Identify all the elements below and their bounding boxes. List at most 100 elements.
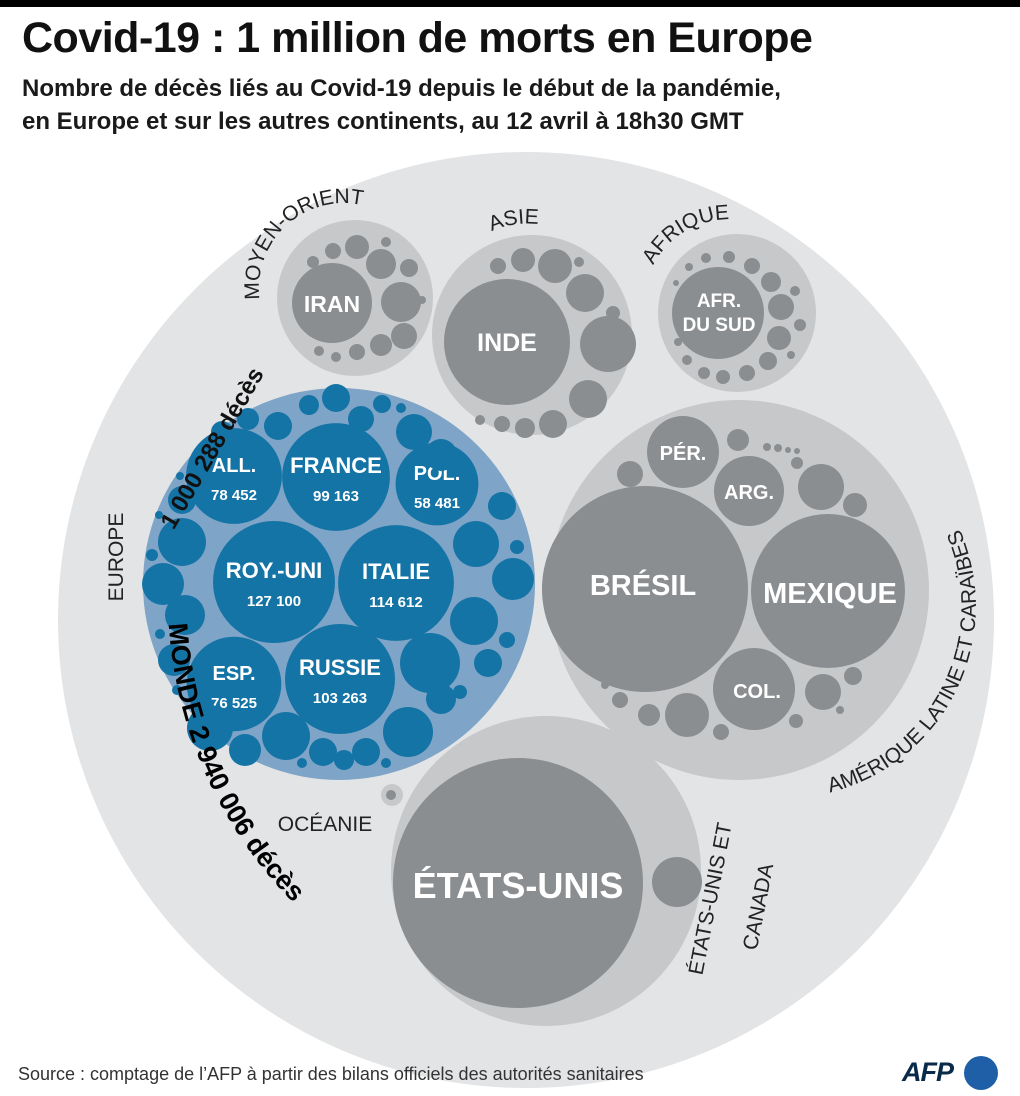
value-roy-uni: 127 100 (247, 593, 301, 610)
bubble-small (314, 346, 324, 356)
bubble-pol (395, 442, 479, 526)
bubble-small (723, 251, 735, 263)
bubble-small (264, 412, 292, 440)
bubble-small (744, 258, 760, 274)
label-iran: IRAN (304, 291, 360, 317)
bubble-small (612, 692, 628, 708)
bubble-small (805, 674, 841, 710)
bubble-small (366, 249, 396, 279)
bubble-small (638, 704, 660, 726)
bubble-small (299, 395, 319, 415)
label-roy-uni: ROY.-UNI (226, 558, 323, 583)
bubble-small (499, 632, 515, 648)
bubble-small (349, 344, 365, 360)
bubble-small (172, 685, 182, 695)
bubble-small (789, 714, 803, 728)
bubble-small (727, 429, 749, 451)
bubble-small (774, 444, 782, 452)
bubble-small (844, 667, 862, 685)
europe-minor-bubbles (142, 384, 534, 770)
bubble-small (649, 488, 661, 500)
bubble-small (334, 750, 354, 770)
bubble-mexique (751, 514, 905, 668)
bubble-small (381, 758, 391, 768)
bubble-small (165, 595, 205, 635)
bubble-argentine (714, 456, 784, 526)
bubble-small (569, 380, 607, 418)
bubble-small (617, 461, 643, 487)
bubble-small (685, 263, 693, 271)
bubble-small (836, 706, 844, 714)
bubble-small (665, 693, 709, 737)
label-russie: RUSSIE (299, 655, 381, 680)
value-france: 99 163 (313, 488, 359, 505)
bubble-small (539, 410, 567, 438)
bubble-afr-du-sud (672, 267, 764, 359)
bubble-small (515, 418, 535, 438)
bubble-iran (292, 263, 372, 343)
bubble-small (456, 483, 466, 493)
bubble-small (761, 272, 781, 292)
value-pol: 58 481 (414, 495, 460, 512)
bubble-small (450, 597, 498, 645)
bubble-small (262, 712, 310, 760)
value-esp: 76 525 (211, 695, 257, 712)
bubble-small (386, 790, 396, 800)
bubble-small (193, 689, 205, 701)
bubble-perou (647, 416, 719, 488)
bubble-russie (285, 624, 395, 734)
bubble-small (211, 421, 233, 443)
bubble-small (383, 707, 433, 757)
subtitle-line-2: en Europe et sur les autres continents, … (22, 108, 744, 135)
bubble-france (282, 423, 390, 531)
bubble-small (158, 518, 206, 566)
label-all: ALL. (212, 455, 256, 477)
bubble-small (785, 447, 791, 453)
bubble-small (682, 355, 692, 365)
label-etats-unis: ÉTATS-UNIS (413, 865, 624, 906)
bubble-small (370, 334, 392, 356)
bubble-etats-unis (393, 758, 643, 1008)
bubble-small (759, 352, 777, 370)
bubble-small (142, 563, 184, 605)
bubble-bresil (542, 486, 748, 692)
bubble-small (391, 323, 417, 349)
label-perou: PÉR. (660, 442, 707, 465)
bubble-small (418, 296, 426, 304)
bubble-small (158, 644, 190, 676)
bubble-small (768, 294, 794, 320)
bubble-small (345, 235, 369, 259)
label-esp: ESP. (213, 663, 256, 685)
bubble-small (698, 367, 710, 379)
bubble-small (713, 724, 729, 740)
label-italie: ITALIE (362, 559, 430, 584)
bubble-small (716, 370, 730, 384)
bubble-small (794, 319, 806, 331)
afp-logo-text: AFP (902, 1057, 954, 1087)
value-russie: 103 263 (313, 690, 367, 707)
bubble-small (494, 416, 510, 432)
bubble-roy-uni (213, 521, 335, 643)
bubble-small (229, 734, 261, 766)
bubble-inde (444, 279, 570, 405)
bubble-small (790, 286, 800, 296)
bubble-small (453, 685, 467, 699)
subtitle-line-1: Nombre de décès liés au Covid-19 depuis … (22, 75, 781, 102)
source-note: Source : comptage de l’AFP à partir des … (18, 1064, 644, 1084)
bubble-small (843, 493, 867, 517)
bubble-small (297, 758, 307, 768)
bubble-small (400, 633, 460, 693)
bubble-small (237, 408, 259, 430)
bubble-small (322, 384, 350, 412)
bubble-small (352, 738, 380, 766)
bubble-small (488, 492, 516, 520)
bubble-small (453, 521, 499, 567)
bubble-small (307, 256, 319, 268)
bubble-small (425, 439, 457, 471)
bubble-italie (338, 525, 454, 641)
bubble-small (396, 414, 432, 450)
chart-title: Covid-19 : 1 million de morts en Europe (22, 14, 813, 62)
